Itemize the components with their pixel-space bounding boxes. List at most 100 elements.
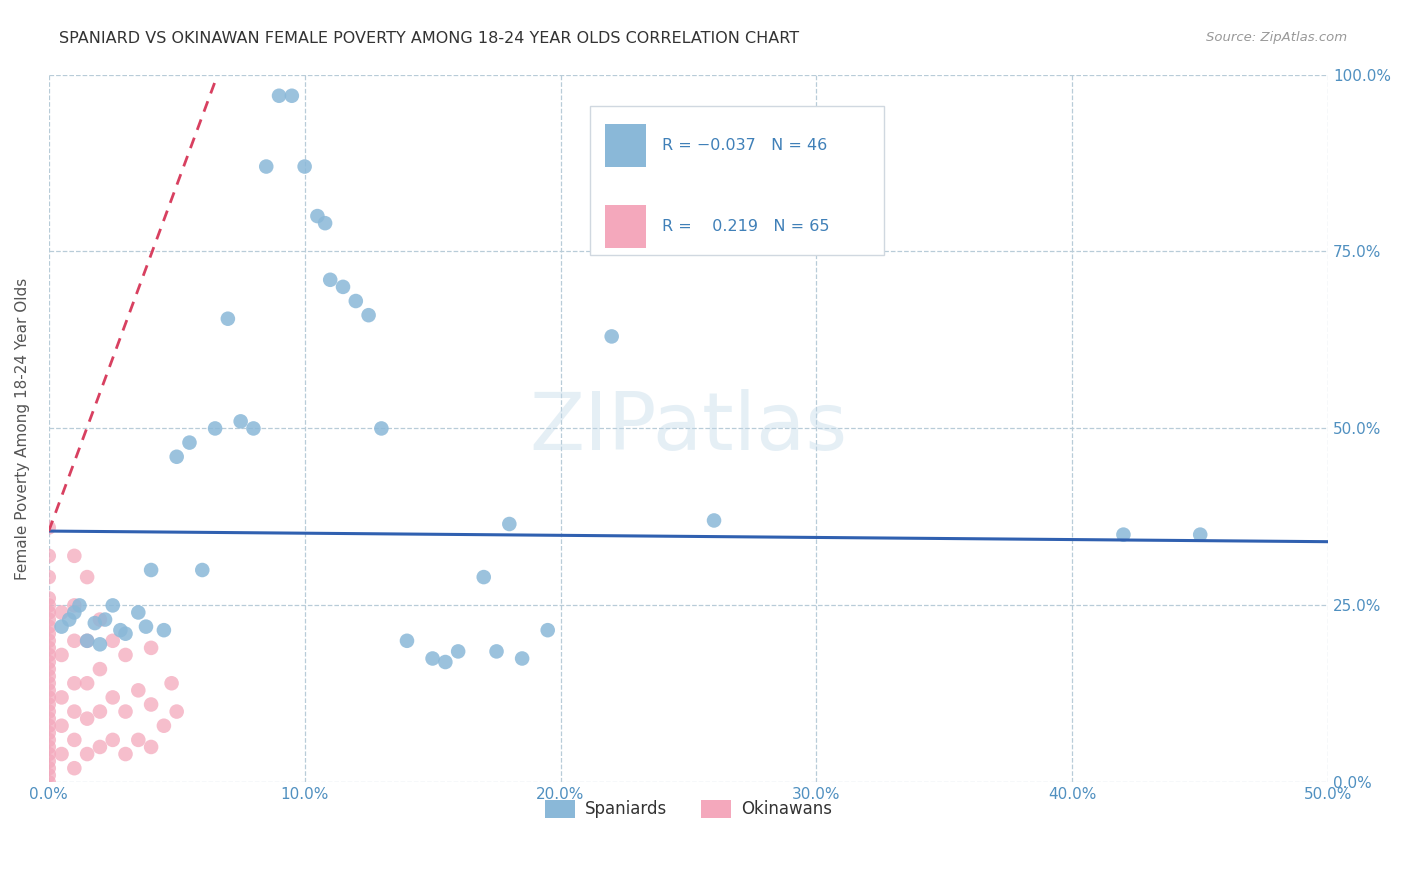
Point <box>38 719 60 733</box>
Point <box>58 613 80 627</box>
Point <box>38 648 60 662</box>
FancyBboxPatch shape <box>591 106 884 255</box>
FancyBboxPatch shape <box>606 205 647 248</box>
Point <box>166 705 188 719</box>
Point <box>127 732 149 747</box>
Point <box>38 591 60 606</box>
Point <box>114 626 136 640</box>
Point <box>38 626 60 640</box>
Point <box>332 280 354 294</box>
Point <box>114 648 136 662</box>
Point <box>38 640 60 655</box>
Point <box>114 705 136 719</box>
Point <box>153 623 176 637</box>
Point <box>38 690 60 705</box>
Point <box>38 669 60 683</box>
Point <box>434 655 457 669</box>
Point <box>600 329 623 343</box>
Point <box>38 712 60 726</box>
Point <box>38 726 60 740</box>
Point <box>38 698 60 712</box>
Point <box>51 606 73 620</box>
Point <box>69 599 91 613</box>
Point <box>281 88 304 103</box>
Point <box>127 683 149 698</box>
Point <box>344 293 367 308</box>
FancyBboxPatch shape <box>606 124 647 167</box>
Point <box>472 570 495 584</box>
Point <box>63 676 86 690</box>
Point <box>89 739 111 754</box>
Point <box>51 690 73 705</box>
Y-axis label: Female Poverty Among 18-24 Year Olds: Female Poverty Among 18-24 Year Olds <box>15 277 30 580</box>
Point <box>63 705 86 719</box>
Point <box>38 705 60 719</box>
Point <box>101 690 124 705</box>
Point <box>76 570 98 584</box>
Point <box>135 620 157 634</box>
Point <box>179 435 201 450</box>
Point <box>422 651 444 665</box>
Point <box>38 613 60 627</box>
Point <box>76 747 98 761</box>
Point <box>217 311 239 326</box>
Point <box>51 747 73 761</box>
Text: ZIPatlas: ZIPatlas <box>530 390 848 467</box>
Point <box>447 644 470 658</box>
Point <box>229 414 252 428</box>
Point <box>160 676 183 690</box>
Point <box>127 606 149 620</box>
Point <box>38 732 60 747</box>
Point <box>114 747 136 761</box>
Point <box>242 421 264 435</box>
Point <box>153 719 176 733</box>
Point <box>38 775 60 789</box>
Point <box>38 606 60 620</box>
Point <box>89 613 111 627</box>
Point <box>38 520 60 534</box>
Point <box>139 640 162 655</box>
Point <box>110 623 132 637</box>
Point <box>314 216 336 230</box>
Point <box>294 160 316 174</box>
Point <box>166 450 188 464</box>
Point <box>101 732 124 747</box>
Point <box>38 570 60 584</box>
Point <box>395 633 418 648</box>
Point <box>63 606 86 620</box>
Point <box>370 421 392 435</box>
Text: R = −0.037   N = 46: R = −0.037 N = 46 <box>662 137 827 153</box>
Point <box>89 705 111 719</box>
Legend: Spaniards, Okinawans: Spaniards, Okinawans <box>538 793 838 825</box>
Point <box>101 599 124 613</box>
Point <box>357 308 380 322</box>
Point <box>139 739 162 754</box>
Point <box>51 648 73 662</box>
Point <box>63 761 86 775</box>
Point <box>38 754 60 768</box>
Point <box>204 421 226 435</box>
Point <box>76 712 98 726</box>
Point <box>38 655 60 669</box>
Point <box>38 676 60 690</box>
Point <box>485 644 508 658</box>
Point <box>1189 527 1212 541</box>
Point <box>76 676 98 690</box>
Point <box>51 620 73 634</box>
Point <box>38 739 60 754</box>
Point <box>254 160 277 174</box>
Point <box>76 633 98 648</box>
Point <box>38 662 60 676</box>
Point <box>63 732 86 747</box>
Point <box>38 549 60 563</box>
Point <box>537 623 560 637</box>
Point <box>1112 527 1135 541</box>
Point <box>38 599 60 613</box>
Point <box>191 563 214 577</box>
Point <box>89 637 111 651</box>
Point <box>307 209 329 223</box>
Text: Source: ZipAtlas.com: Source: ZipAtlas.com <box>1206 31 1347 45</box>
Point <box>63 549 86 563</box>
Point <box>51 719 73 733</box>
Point <box>267 88 290 103</box>
